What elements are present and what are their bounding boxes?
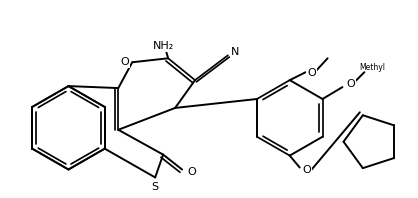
- Text: O: O: [346, 79, 355, 89]
- Text: S: S: [152, 182, 159, 192]
- Text: O: O: [302, 165, 311, 174]
- Text: O: O: [120, 57, 129, 67]
- Text: N: N: [231, 47, 239, 57]
- Text: O: O: [188, 168, 196, 177]
- Text: O: O: [307, 68, 316, 78]
- Text: NH₂: NH₂: [153, 41, 174, 51]
- Text: Methyl: Methyl: [359, 63, 385, 72]
